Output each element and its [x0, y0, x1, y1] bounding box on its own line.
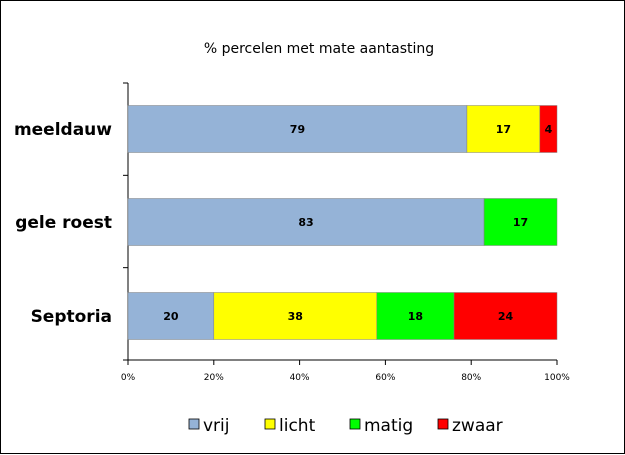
bar-segment-vrij — [127, 292, 215, 340]
data-label: 18 — [408, 310, 423, 323]
x-tick-label: 40% — [290, 373, 310, 383]
bar-segment-matig — [376, 292, 455, 340]
chart-title: % percelen met mate aantasting — [204, 41, 434, 57]
legend-swatch-matig — [349, 418, 361, 430]
legend-label-matig: matig — [364, 416, 413, 436]
x-tick-label: 80% — [461, 373, 481, 383]
bar-segment-zwaar — [539, 105, 558, 153]
data-label: 24 — [498, 310, 514, 323]
bar-segment-zwaar — [453, 292, 558, 340]
x-tick-label: 20% — [204, 373, 224, 383]
data-label: 4 — [545, 123, 553, 136]
data-label: 17 — [496, 123, 511, 136]
category-label: Septoria — [31, 307, 112, 327]
bar-segment-matig — [483, 198, 558, 246]
legend-swatch-vrij — [188, 418, 200, 430]
legend-swatch-zwaar — [437, 418, 449, 430]
category-label: meeldauw — [14, 120, 112, 140]
data-label: 17 — [513, 216, 528, 229]
data-label: 20 — [163, 310, 179, 323]
category-label: gele roest — [15, 213, 112, 233]
bar-segment-vrij — [127, 198, 485, 246]
bar-segment-licht — [466, 105, 541, 153]
x-tick-label: 100% — [544, 373, 570, 383]
legend: vrij licht matig zwaar — [188, 416, 503, 436]
data-label: 38 — [288, 310, 303, 323]
data-label: 83 — [298, 216, 313, 229]
legend-label-vrij: vrij — [203, 416, 230, 436]
legend-label-zwaar: zwaar — [452, 416, 503, 436]
plot-area: 0% 20% 40% 60% 80% 100% 79 17 4 meeldauw 83 17 gele … — [14, 82, 570, 383]
bar-segment-vrij — [127, 105, 468, 153]
x-tick-label: 60% — [375, 373, 395, 383]
data-label: 79 — [290, 123, 305, 136]
legend-label-licht: licht — [279, 416, 316, 436]
legend-swatch-licht — [264, 418, 276, 430]
x-tick-label: 0% — [121, 373, 136, 383]
bar-segment-licht — [213, 292, 378, 340]
